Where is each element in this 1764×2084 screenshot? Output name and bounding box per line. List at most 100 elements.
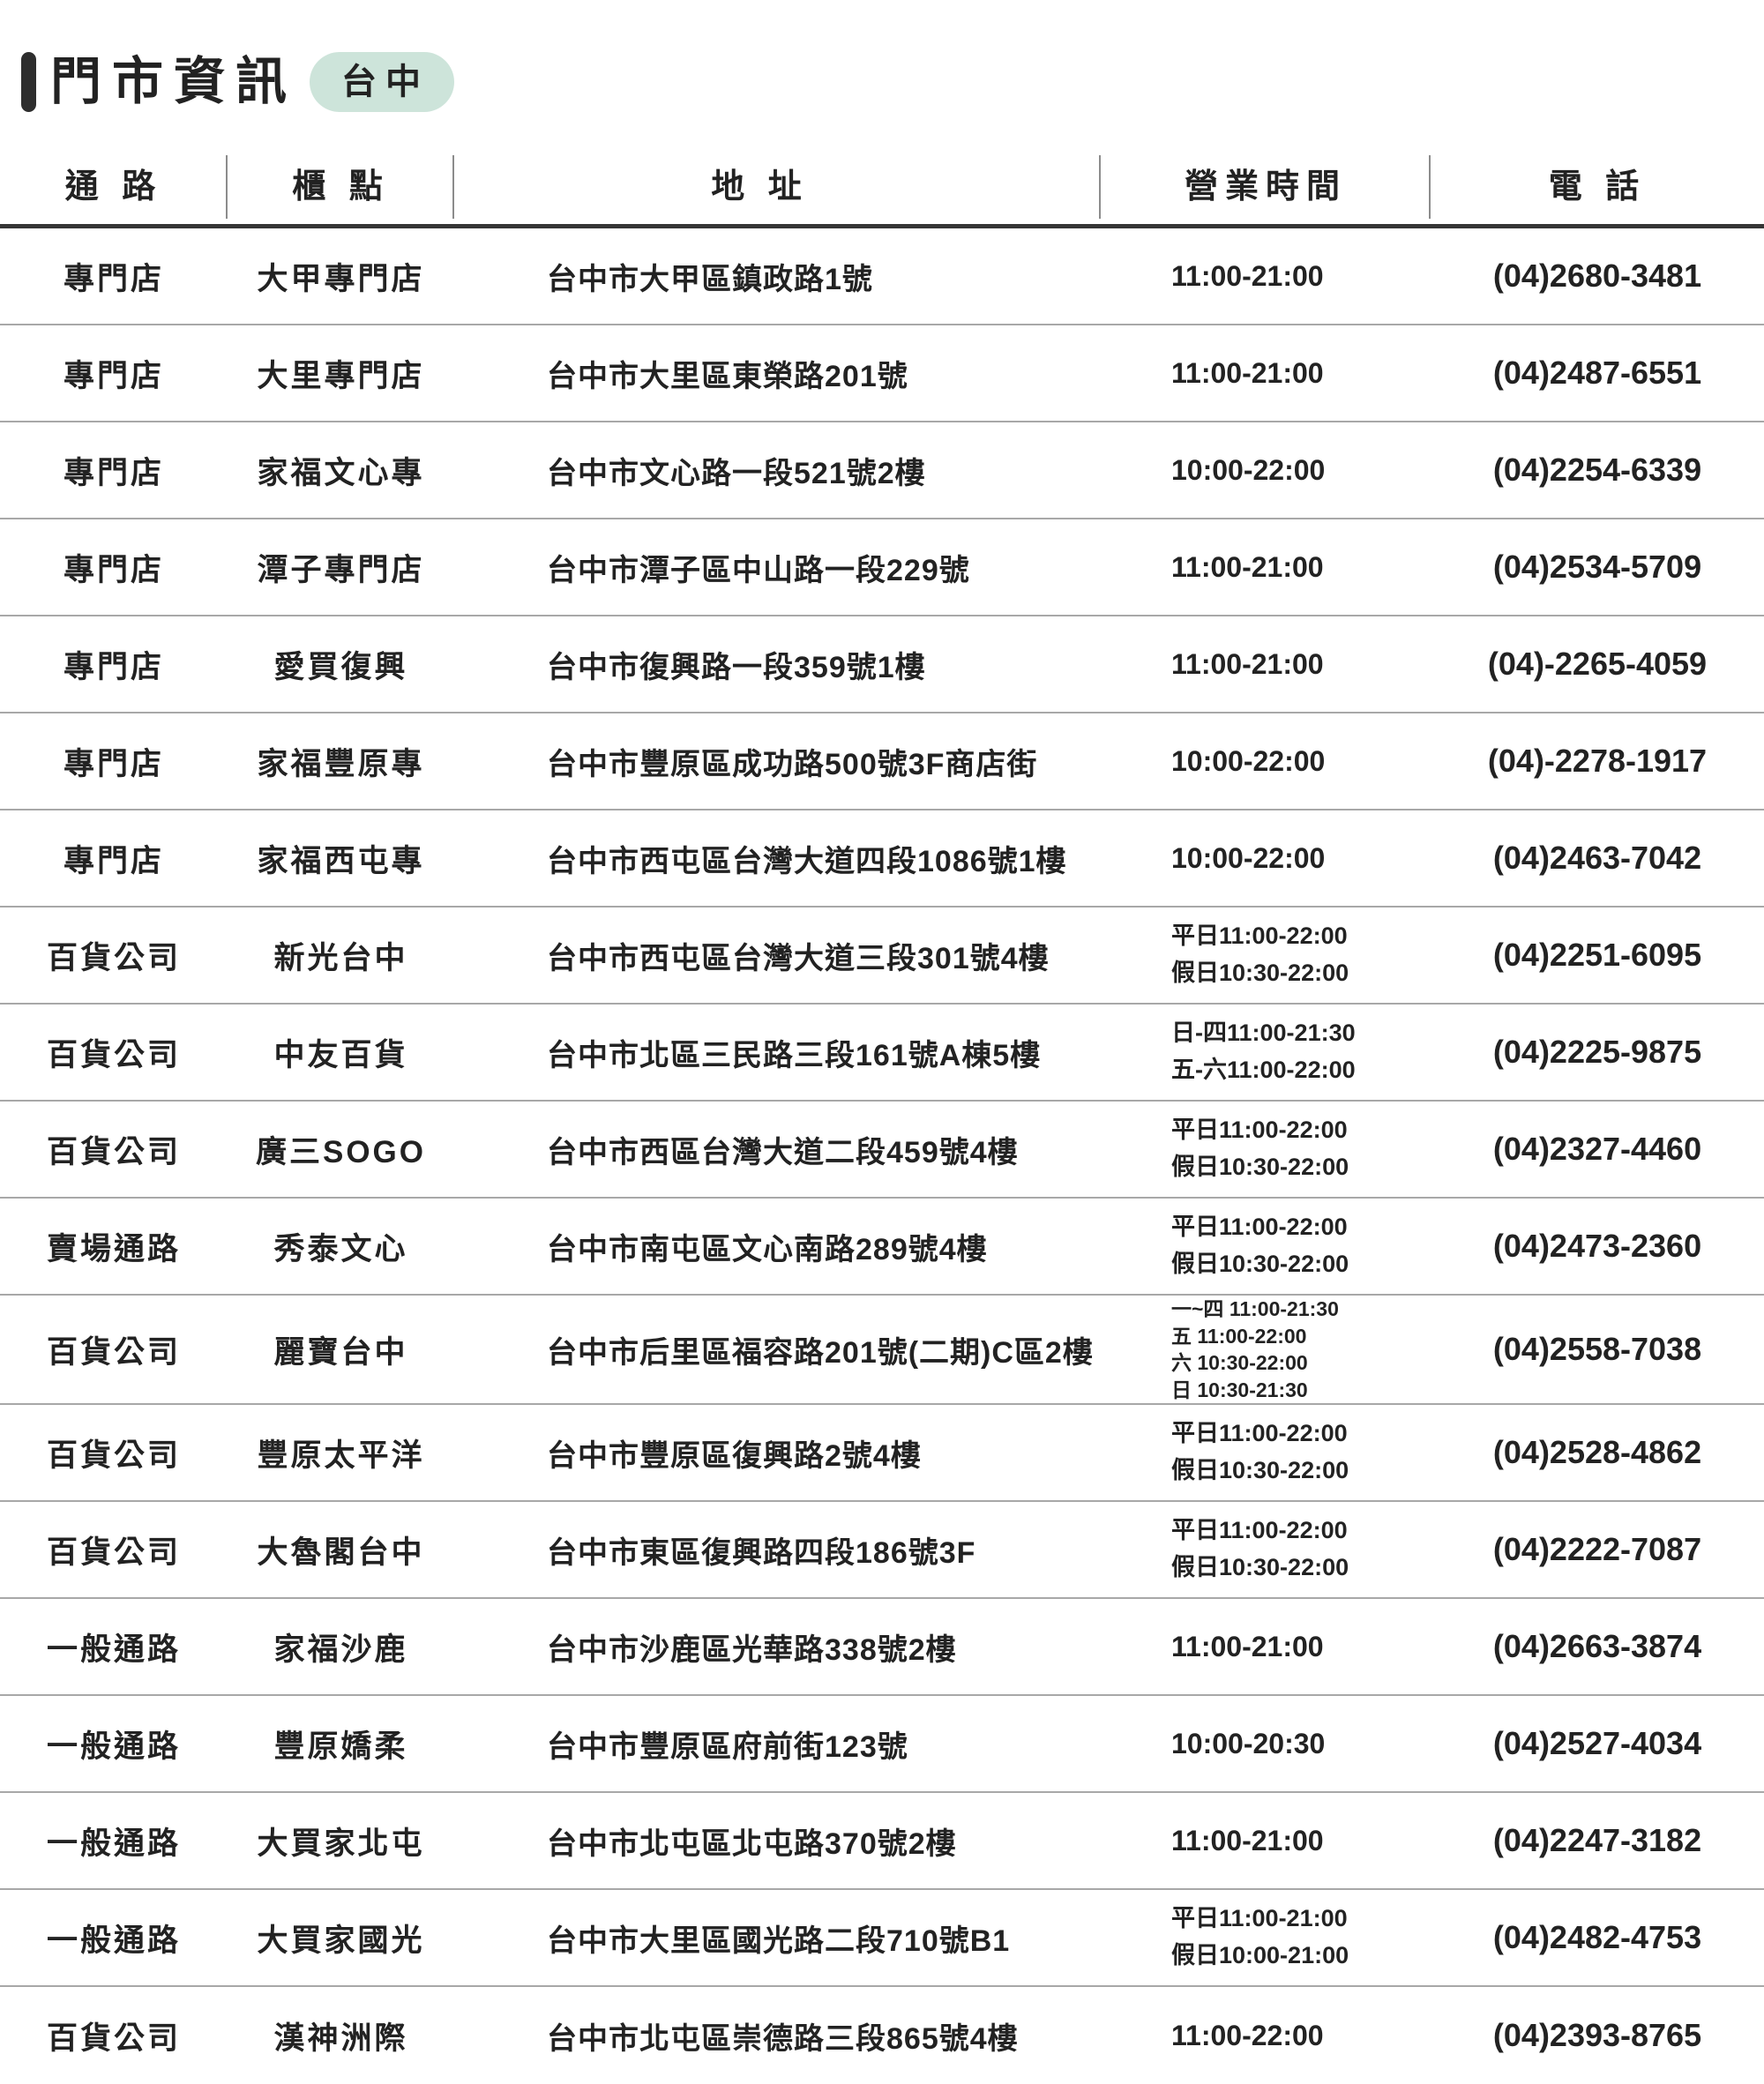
phone-label: (04)2254-6339 [1492, 452, 1702, 488]
phone-cell: (04)2225-9875 [1431, 1034, 1764, 1071]
hours-cell: 平日11:00-22:00 假日10:30-22:00 [1101, 1209, 1431, 1283]
hours-line: 日 10:30-21:30 [1171, 1378, 1308, 1401]
hours-line: 11:00-21:00 [1171, 647, 1324, 680]
address-label: 台中市大里區國光路二段710號B1 [547, 1923, 1011, 1958]
channel-cell: 百貨公司 [0, 1030, 228, 1075]
hours-cell: 平日11:00-22:00 假日10:30-22:00 [1101, 1513, 1431, 1587]
store-label: 潭子專門店 [257, 552, 425, 587]
hours-cell: 11:00-21:00 [1101, 259, 1431, 293]
channel-label: 專門店 [63, 358, 164, 393]
address-cell: 台中市潭子區中山路一段229號 [454, 546, 1101, 589]
address-cell: 台中市西區台灣大道二段459號4樓 [454, 1128, 1101, 1171]
channel-label: 百貨公司 [46, 1438, 181, 1473]
hours-cell: 11:00-21:00 [1101, 1630, 1431, 1663]
page-header: 門市資訊 台中 [21, 51, 1764, 113]
channel-label: 一般通路 [46, 1826, 181, 1861]
hours-line: 平日11:00-22:00 [1171, 1214, 1348, 1241]
store-label: 廣三SOGO [255, 1134, 427, 1169]
store-label: 豐原嬌柔 [273, 1729, 408, 1764]
store-cell: 豐原太平洋 [228, 1430, 454, 1475]
store-cell: 廣三SOGO [228, 1127, 454, 1172]
column-header-store: 櫃 點 [228, 155, 454, 219]
table-row: 專門店 家福文心專 台中市文心路一段521號2樓 10:00-22:00 (04… [0, 422, 1764, 519]
channel-label: 百貨公司 [46, 940, 181, 975]
channel-cell: 專門店 [0, 545, 228, 590]
phone-cell: (04)2558-7038 [1431, 1331, 1764, 1368]
phone-label: (04)-2265-4059 [1487, 646, 1708, 682]
store-label: 家福沙鹿 [273, 1632, 408, 1667]
channel-label: 專門店 [63, 261, 164, 296]
hours-cell: 平日11:00-21:00 假日10:00-21:00 [1101, 1901, 1431, 1975]
address-cell: 台中市北屯區北屯路370號2樓 [454, 1819, 1101, 1863]
channel-label: 百貨公司 [46, 1535, 181, 1570]
address-cell: 台中市西屯區台灣大道四段1086號1樓 [454, 837, 1101, 880]
channel-label: 專門店 [63, 455, 164, 490]
address-label: 台中市西屯區台灣大道四段1086號1樓 [547, 844, 1067, 878]
store-cell: 大魯閣台中 [228, 1528, 454, 1572]
table-row: 一般通路 家福沙鹿 台中市沙鹿區光華路338號2樓 11:00-21:00 (0… [0, 1599, 1764, 1697]
channel-label: 百貨公司 [46, 1134, 181, 1169]
column-header-phone: 電 話 [1548, 168, 1647, 205]
channel-label: 一般通路 [46, 1632, 181, 1667]
channel-cell: 一般通路 [0, 1819, 228, 1864]
phone-cell: (04)2527-4034 [1431, 1725, 1764, 1762]
store-cell: 麗寶台中 [228, 1327, 454, 1372]
phone-label: (04)2482-4753 [1492, 1919, 1702, 1956]
phone-cell: (04)-2265-4059 [1431, 646, 1764, 683]
phone-cell: (04)2680-3481 [1431, 258, 1764, 295]
hours-cell: 平日11:00-22:00 假日10:30-22:00 [1101, 1112, 1431, 1186]
table-row: 百貨公司 中友百貨 台中市北區三民路三段161號A棟5樓 日-四11:00-21… [0, 1005, 1764, 1102]
store-label: 新光台中 [273, 940, 408, 975]
channel-label: 一般通路 [46, 1923, 181, 1958]
table-row: 一般通路 豐原嬌柔 台中市豐原區府前街123號 10:00-20:30 (04)… [0, 1696, 1764, 1794]
address-label: 台中市潭子區中山路一段229號 [547, 553, 970, 587]
table-row: 賣場通路 秀泰文心 台中市南屯區文心南路289號4樓 平日11:00-22:00… [0, 1199, 1764, 1296]
phone-cell: (04)2247-3182 [1431, 1822, 1764, 1859]
address-cell: 台中市大里區國光路二段710號B1 [454, 1916, 1101, 1960]
store-label: 愛買復興 [273, 649, 408, 684]
table-row: 專門店 愛買復興 台中市復興路一段359號1樓 11:00-21:00 (04)… [0, 616, 1764, 713]
phone-cell: (04)2222-7087 [1431, 1531, 1764, 1568]
store-label: 大里專門店 [257, 358, 425, 393]
channel-cell: 賣場通路 [0, 1224, 228, 1269]
address-label: 台中市后里區福容路201號(二期)C區2樓 [547, 1335, 1094, 1370]
hours-cell: 11:00-21:00 [1101, 647, 1431, 681]
address-cell: 台中市文心路一段521號2樓 [454, 449, 1101, 492]
phone-cell: (04)2393-8765 [1431, 2017, 1764, 2054]
channel-cell: 專門店 [0, 739, 228, 784]
address-cell: 台中市大里區東榮路201號 [454, 352, 1101, 395]
channel-cell: 一般通路 [0, 1625, 228, 1669]
hours-line: 11:00-21:00 [1171, 1631, 1324, 1663]
channel-cell: 專門店 [0, 642, 228, 687]
address-cell: 台中市復興路一段359號1樓 [454, 643, 1101, 686]
address-cell: 台中市沙鹿區光華路338號2樓 [454, 1625, 1101, 1669]
channel-cell: 百貨公司 [0, 1528, 228, 1572]
hours-line: 平日11:00-22:00 [1171, 922, 1348, 950]
phone-cell: (04)2482-4753 [1431, 1919, 1764, 1956]
hours-line: 假日10:30-22:00 [1171, 1154, 1349, 1180]
phone-cell: (04)2487-6551 [1431, 355, 1764, 392]
phone-cell: (04)2528-4862 [1431, 1434, 1764, 1471]
address-label: 台中市北區三民路三段161號A棟5樓 [547, 1038, 1042, 1072]
address-label: 台中市北屯區北屯路370號2樓 [547, 1826, 957, 1861]
phone-cell: (04)-2278-1917 [1431, 743, 1764, 780]
store-cell: 家福沙鹿 [228, 1625, 454, 1669]
table-row: 百貨公司 新光台中 台中市西屯區台灣大道三段301號4樓 平日11:00-22:… [0, 908, 1764, 1005]
channel-cell: 專門店 [0, 254, 228, 299]
channel-cell: 專門店 [0, 836, 228, 881]
hours-line: 平日11:00-21:00 [1171, 1905, 1348, 1932]
hours-cell: 10:00-22:00 [1101, 453, 1431, 487]
hours-line: 假日10:30-22:00 [1171, 960, 1349, 986]
address-cell: 台中市后里區福容路201號(二期)C區2樓 [454, 1328, 1101, 1371]
store-cell: 家福文心專 [228, 448, 454, 493]
phone-label: (04)2222-7087 [1492, 1531, 1702, 1568]
address-cell: 台中市北區三民路三段161號A棟5樓 [454, 1031, 1101, 1074]
phone-label: (04)2663-3874 [1492, 1628, 1702, 1665]
address-label: 台中市南屯區文心南路289號4樓 [547, 1232, 988, 1266]
phone-label: (04)-2278-1917 [1487, 743, 1708, 779]
table-row: 百貨公司 廣三SOGO 台中市西區台灣大道二段459號4樓 平日11:00-22… [0, 1102, 1764, 1199]
address-cell: 台中市南屯區文心南路289號4樓 [454, 1225, 1101, 1268]
page-title: 門市資訊 [50, 53, 298, 110]
channel-label: 專門店 [63, 746, 164, 781]
